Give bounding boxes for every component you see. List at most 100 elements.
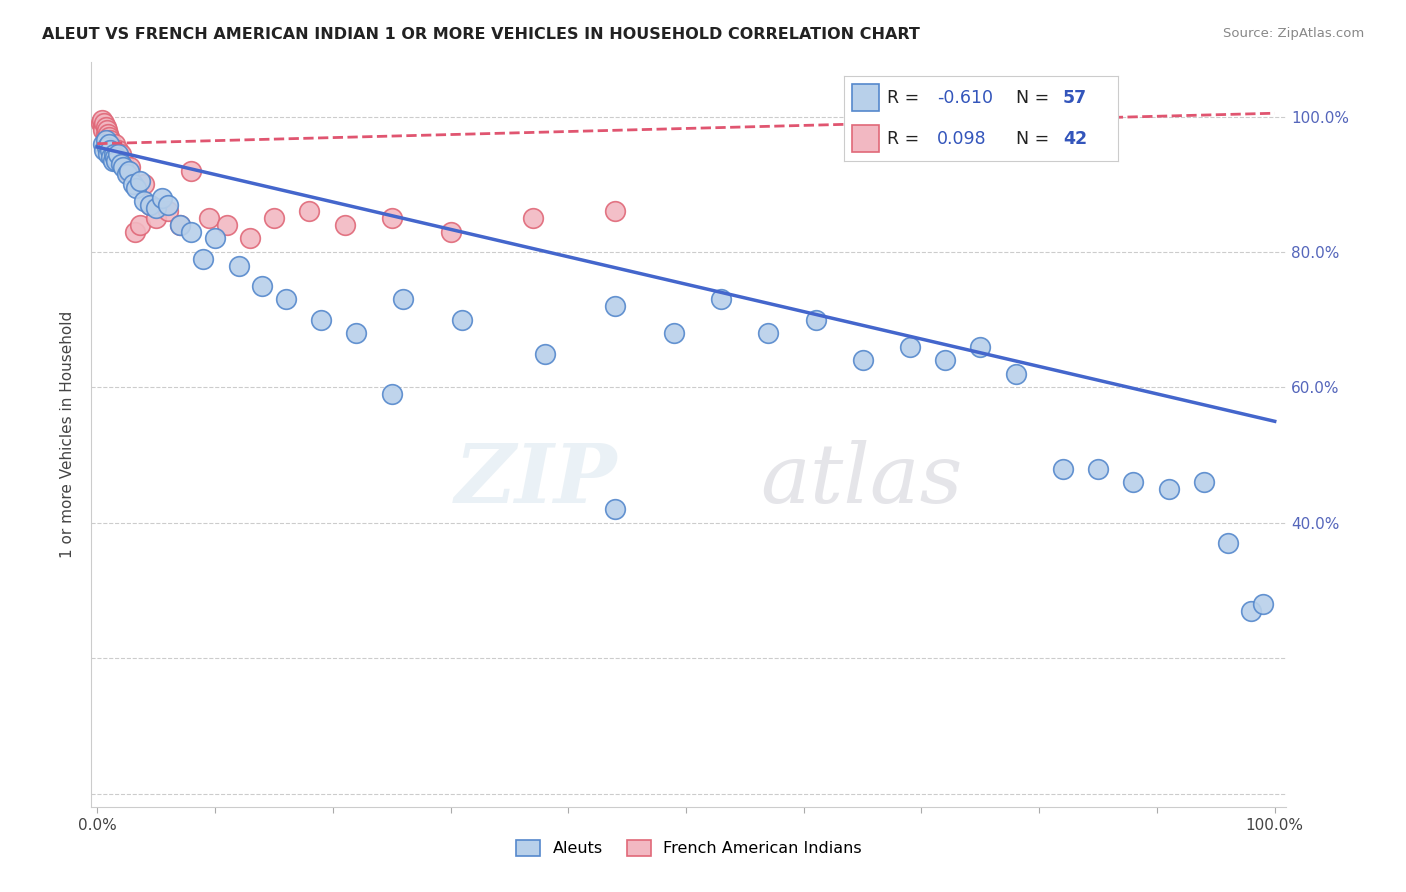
Point — [1157, 482, 1180, 496]
Text: ALEUT VS FRENCH AMERICAN INDIAN 1 OR MORE VEHICLES IN HOUSEHOLD CORRELATION CHAR: ALEUT VS FRENCH AMERICAN INDIAN 1 OR MOR… — [42, 27, 920, 42]
Point — [605, 502, 627, 516]
Point — [392, 293, 415, 307]
Point — [100, 136, 122, 151]
Point — [96, 123, 118, 137]
Point — [1052, 461, 1074, 475]
Point — [804, 312, 827, 326]
Point — [215, 218, 238, 232]
Point — [120, 161, 142, 175]
Point — [90, 116, 112, 130]
Text: 0.098: 0.098 — [936, 129, 987, 147]
Point — [180, 225, 202, 239]
Text: N =: N = — [1017, 129, 1054, 147]
Point — [605, 299, 627, 313]
Point — [156, 204, 179, 219]
Point — [898, 340, 921, 354]
Point — [605, 204, 627, 219]
Point — [107, 146, 129, 161]
Bar — [852, 125, 879, 152]
Text: 42: 42 — [1063, 129, 1087, 147]
Point — [193, 252, 215, 266]
Text: N =: N = — [1017, 89, 1054, 107]
Point — [145, 211, 167, 226]
Point — [344, 326, 367, 341]
Bar — [852, 85, 879, 112]
Point — [91, 120, 114, 134]
Text: atlas: atlas — [761, 440, 963, 519]
Point — [274, 293, 297, 307]
Point — [128, 218, 150, 232]
Point — [1192, 475, 1215, 490]
Text: R =: R = — [887, 89, 925, 107]
Legend: Aleuts, French American Indians: Aleuts, French American Indians — [509, 833, 869, 863]
Text: ZIP: ZIP — [454, 440, 617, 519]
Point — [150, 191, 173, 205]
Point — [98, 130, 121, 145]
Point — [333, 218, 356, 232]
Point — [134, 178, 156, 192]
Point — [94, 120, 117, 134]
Point — [101, 153, 124, 168]
Point — [94, 127, 117, 141]
Point — [104, 150, 127, 164]
Point — [250, 278, 273, 293]
Point — [439, 225, 461, 239]
Point — [934, 353, 956, 368]
Point — [156, 197, 179, 211]
Point — [103, 144, 125, 158]
Point — [124, 225, 146, 239]
Point — [1087, 461, 1109, 475]
Point — [112, 153, 135, 168]
Point — [125, 180, 148, 194]
Point — [91, 123, 114, 137]
Point — [103, 146, 125, 161]
Point — [96, 140, 118, 154]
Point — [110, 146, 132, 161]
Point — [451, 312, 474, 326]
Point — [1251, 597, 1274, 611]
Point — [169, 218, 191, 232]
Point — [710, 293, 733, 307]
Point — [128, 174, 150, 188]
Point — [298, 204, 321, 219]
Point — [97, 127, 120, 141]
Point — [134, 194, 156, 209]
Point — [97, 146, 120, 161]
Point — [91, 136, 114, 151]
Point — [112, 161, 135, 175]
Point — [121, 178, 143, 192]
Point — [98, 136, 121, 151]
Point — [664, 326, 686, 341]
Text: R =: R = — [887, 129, 925, 147]
Point — [110, 157, 132, 171]
Point — [93, 116, 115, 130]
Point — [98, 144, 121, 158]
Point — [107, 144, 129, 158]
Point — [1240, 604, 1263, 618]
Point — [93, 144, 115, 158]
Text: -0.610: -0.610 — [936, 89, 993, 107]
Point — [169, 218, 191, 232]
Point — [228, 259, 250, 273]
Point — [115, 163, 138, 178]
Point — [96, 130, 118, 145]
Point — [118, 163, 141, 178]
Y-axis label: 1 or more Vehicles in Household: 1 or more Vehicles in Household — [60, 311, 76, 558]
Point — [101, 140, 124, 154]
Point — [969, 340, 991, 354]
Point — [180, 163, 202, 178]
Point — [145, 201, 167, 215]
Point — [1216, 536, 1239, 550]
Point — [522, 211, 544, 226]
Point — [139, 197, 162, 211]
Point — [758, 326, 780, 341]
Point — [381, 387, 404, 401]
Point — [852, 353, 875, 368]
Point — [97, 133, 120, 147]
Point — [263, 211, 285, 226]
Point — [115, 167, 138, 181]
Point — [381, 211, 404, 226]
Point — [1122, 475, 1144, 490]
Point — [91, 113, 114, 128]
Point — [104, 136, 127, 151]
